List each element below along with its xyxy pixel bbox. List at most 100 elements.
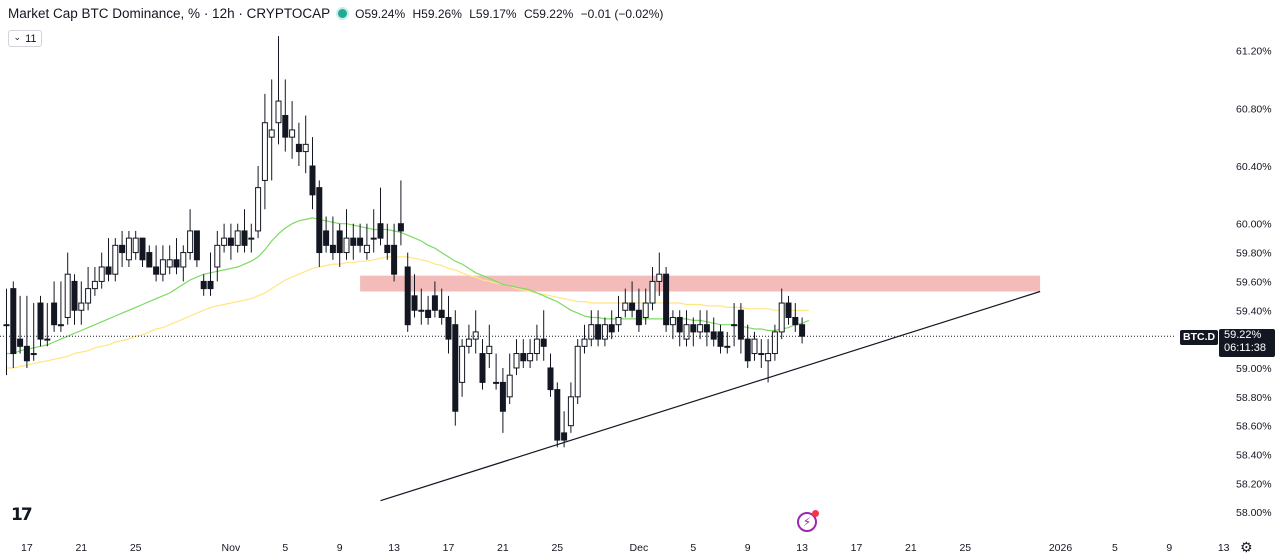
indicators-toggle-button[interactable]: ⌄ 11 <box>8 30 42 47</box>
candle-body <box>329 244 336 254</box>
candle-body <box>105 266 112 275</box>
candle-body <box>44 338 51 341</box>
candle-body <box>615 316 622 326</box>
candle-body <box>724 345 731 348</box>
candle-body <box>785 302 792 318</box>
candle-body <box>737 309 744 340</box>
candle-body <box>499 381 506 412</box>
candle-body <box>547 367 554 391</box>
candle-body <box>438 309 445 318</box>
candle-body <box>431 295 438 311</box>
y-tick-label: 60.80% <box>1236 103 1272 115</box>
x-tick-label: 25 <box>959 542 971 554</box>
candle-body <box>561 432 568 441</box>
candle-body <box>418 309 425 312</box>
candle-body <box>57 324 64 327</box>
candle-body <box>357 237 364 246</box>
candle-body <box>710 331 717 340</box>
candle-body <box>275 100 282 124</box>
close-value: 59.22% <box>532 6 574 21</box>
open-label: O <box>355 6 365 21</box>
candle-body <box>316 187 323 254</box>
x-tick-label: 21 <box>905 542 917 554</box>
candle-body <box>581 338 588 347</box>
candle-body <box>384 244 391 254</box>
candle-body <box>635 309 642 326</box>
candle-body <box>649 280 656 304</box>
candle-body <box>472 331 479 340</box>
x-tick-label: 21 <box>497 542 509 554</box>
symbol-title[interactable]: Market Cap BTC Dominance, % · 12h · CRYP… <box>8 6 331 21</box>
candle-body <box>663 273 670 326</box>
candle-body <box>765 353 772 362</box>
candle-body <box>98 266 105 282</box>
candle-body <box>479 353 486 383</box>
candle-body <box>404 266 411 326</box>
candle-body <box>425 309 432 318</box>
candle-body <box>676 316 683 333</box>
x-tick-label: 13 <box>1218 542 1230 554</box>
x-tick-label: 13 <box>388 542 400 554</box>
candle-body <box>363 244 370 254</box>
candle-body <box>778 302 785 333</box>
x-tick-label: 9 <box>745 542 751 554</box>
open-value: 59.24% <box>364 6 406 21</box>
candle-body <box>465 338 472 347</box>
candle-layer <box>3 36 806 448</box>
candle-body <box>112 244 119 275</box>
candle-body <box>350 237 357 246</box>
candle-body <box>731 324 738 327</box>
candle-body <box>295 143 302 153</box>
candle-body <box>255 187 262 232</box>
candle-body <box>554 389 561 441</box>
candle-body <box>302 143 309 153</box>
x-tick-label: Dec <box>630 542 649 554</box>
y-tick-label: 61.20% <box>1236 46 1272 58</box>
resistance-zone-layer <box>360 275 1041 292</box>
tradingview-logo[interactable]: 17 <box>11 505 33 525</box>
notification-badge-icon <box>812 510 819 517</box>
high-value: 59.26% <box>421 6 462 21</box>
candle-body <box>459 345 466 383</box>
candle-body <box>289 129 296 138</box>
time-axis[interactable]: 17 21 25 Nov 5 9 13 17 21 25 Dec 5 9 13 17 21 25 2026 5 9 13 <box>21 542 1230 554</box>
symbol-price-tag: BTC.D <box>1180 330 1219 345</box>
candle-body <box>17 338 24 347</box>
candle-body <box>669 316 676 326</box>
candle-body <box>139 237 146 261</box>
x-tick-label: 9 <box>337 542 343 554</box>
trendline-layer <box>380 290 1041 502</box>
candle-body <box>493 381 500 384</box>
candle-body <box>91 280 98 290</box>
candle-body <box>758 353 765 356</box>
x-tick-label: 17 <box>443 542 455 554</box>
candle-body <box>10 288 17 355</box>
candle-body <box>282 115 289 138</box>
bolt-glyph: ⚡ <box>802 515 812 529</box>
y-tick-label: 59.80% <box>1236 248 1272 260</box>
candle-body <box>574 345 581 398</box>
candle-body <box>717 331 724 347</box>
y-tick-label: 60.00% <box>1236 219 1272 231</box>
x-tick-label: 5 <box>1112 542 1118 554</box>
candle-body <box>506 374 513 398</box>
candle-body <box>683 324 690 340</box>
candle-body <box>119 244 126 254</box>
candle-body <box>377 223 384 239</box>
candle-body <box>51 302 58 326</box>
candle-body <box>241 230 248 246</box>
lightning-icon[interactable]: ⚡ <box>797 510 819 532</box>
candle-body <box>173 259 180 268</box>
gear-icon[interactable]: ⚙ <box>1240 539 1253 555</box>
change-value: −0.01 (−0.02%) <box>580 6 664 21</box>
x-tick-label: 5 <box>282 542 288 554</box>
candle-body <box>445 316 452 340</box>
candle-body <box>452 324 459 412</box>
candle-body <box>370 237 377 240</box>
support-trendline <box>380 290 1041 502</box>
price-axis[interactable]: 61.60%61.20%60.80%60.40%60.00%59.80%59.6… <box>1236 0 1272 520</box>
candle-body <box>799 324 806 337</box>
chevron-down-icon: ⌄ <box>13 32 22 42</box>
y-tick-label: 59.00% <box>1236 363 1272 375</box>
